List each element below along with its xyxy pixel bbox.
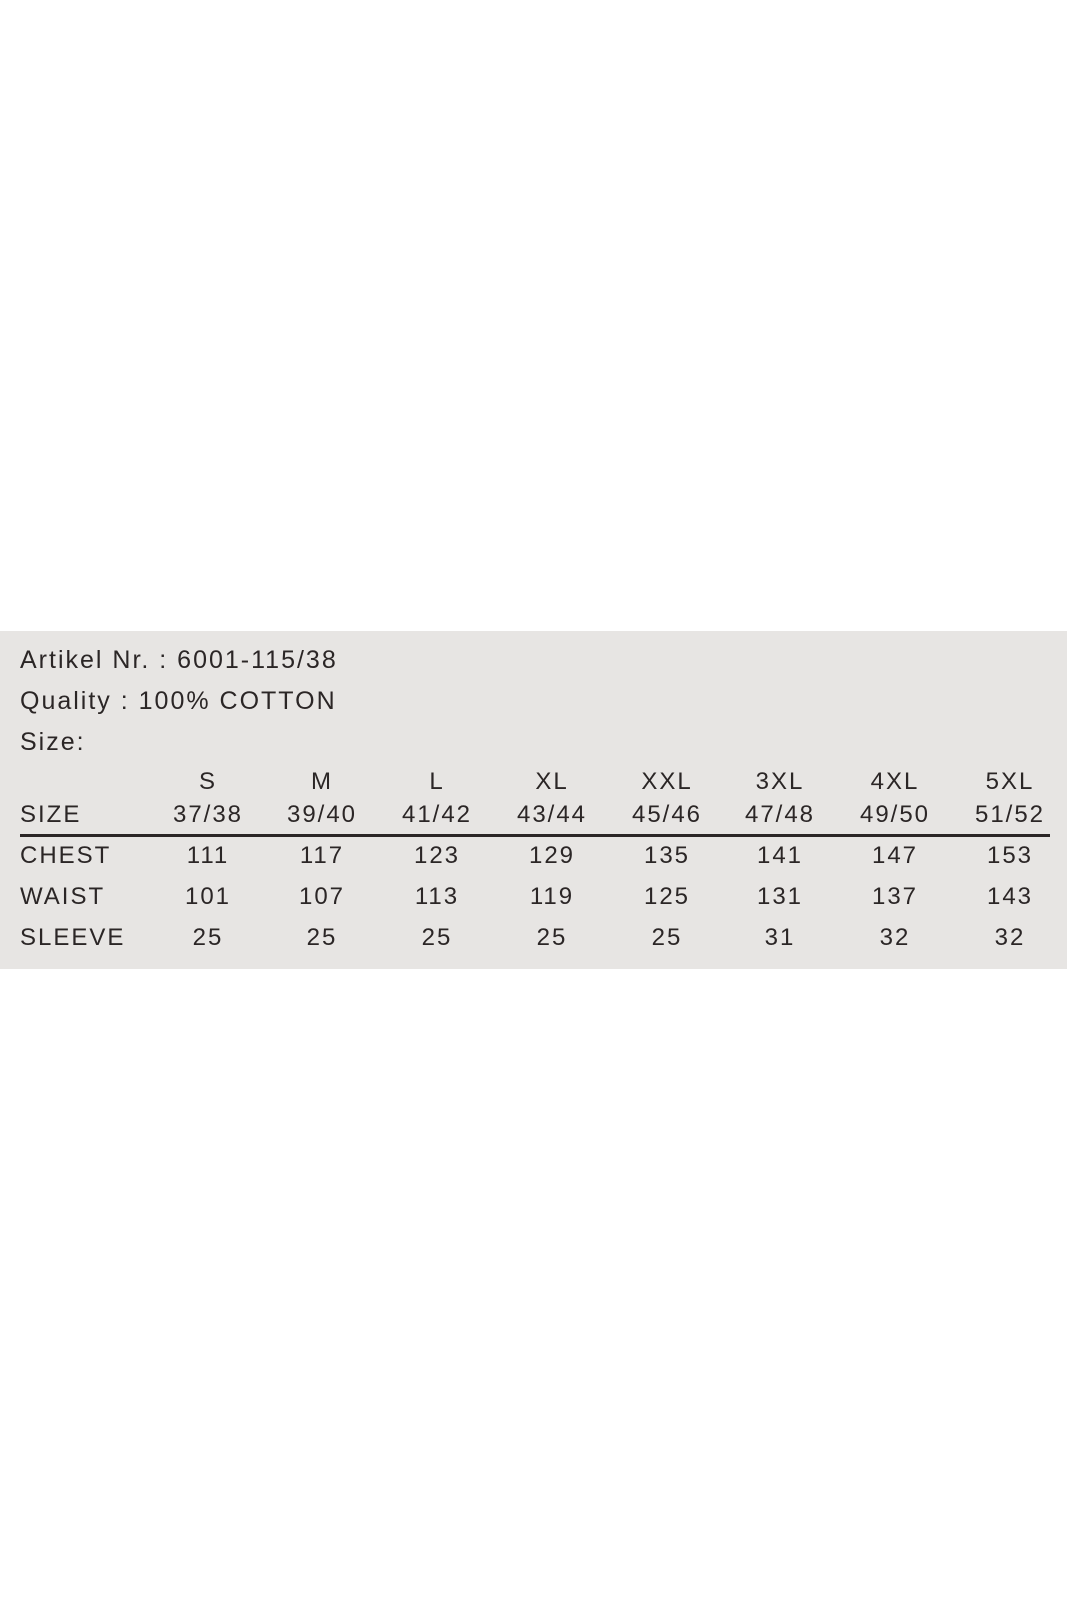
table-cell: 25 (651, 924, 683, 951)
table-cell: 25 (421, 924, 453, 951)
size-heading: Size: (20, 728, 86, 756)
table-cell: 113 (414, 883, 460, 910)
size-number: 39/40 (286, 801, 358, 828)
size-letter: 3XL (755, 768, 805, 795)
size-letter: 5XL (985, 768, 1035, 795)
table-cell: 101 (184, 883, 232, 910)
size-number: 51/52 (974, 801, 1046, 828)
table-cell: 111 (186, 842, 230, 869)
quality: Quality : 100% COTTON (20, 687, 337, 715)
table-cell: 31 (764, 924, 796, 951)
size-number: 43/44 (516, 801, 588, 828)
table-cell: 129 (528, 842, 576, 869)
article-number: Artikel Nr. : 6001-115/38 (20, 646, 338, 674)
table-cell: 135 (643, 842, 691, 869)
table-divider (20, 834, 1050, 837)
table-cell: 123 (413, 842, 461, 869)
size-letter: L (429, 768, 445, 795)
row-label-sleeve: SLEEVE (20, 924, 126, 951)
table-cell: 147 (871, 842, 919, 869)
size-letter: 4XL (870, 768, 920, 795)
table-cell: 131 (756, 883, 804, 910)
table-cell: 25 (192, 924, 224, 951)
size-chart-label (0, 631, 1067, 969)
table-cell: 137 (871, 883, 919, 910)
table-cell: 117 (299, 842, 345, 869)
size-row-label: SIZE (20, 801, 82, 828)
row-label-waist: WAIST (20, 883, 106, 910)
table-cell: 25 (306, 924, 338, 951)
size-number: 37/38 (172, 801, 244, 828)
size-number: 47/48 (744, 801, 816, 828)
table-cell: 32 (994, 924, 1026, 951)
table-cell: 119 (529, 883, 575, 910)
size-number: 45/46 (631, 801, 703, 828)
size-number: 49/50 (859, 801, 931, 828)
table-cell: 32 (879, 924, 911, 951)
table-cell: 143 (986, 883, 1034, 910)
table-cell: 125 (643, 883, 691, 910)
row-label-chest: CHEST (20, 842, 112, 869)
table-cell: 141 (756, 842, 804, 869)
table-cell: 25 (536, 924, 568, 951)
table-cell: 153 (986, 842, 1034, 869)
size-letter: M (311, 768, 333, 795)
size-letter: XXL (641, 768, 693, 795)
table-cell: 107 (298, 883, 346, 910)
size-letter: S (198, 768, 217, 795)
size-number: 41/42 (401, 801, 473, 828)
size-letter: XL (535, 768, 569, 795)
